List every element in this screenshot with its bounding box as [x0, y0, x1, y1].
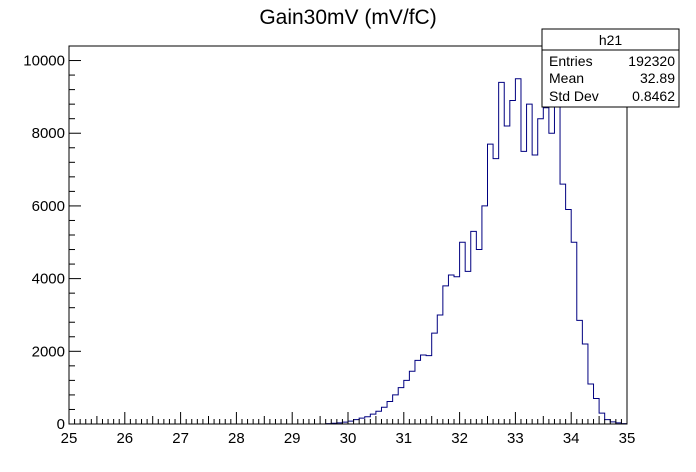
y-tick-label: 8000 [32, 125, 65, 142]
histogram-bin [594, 399, 600, 424]
histogram-bin [549, 133, 555, 424]
y-tick-label: 10000 [23, 53, 65, 70]
stats-stddev-value: 0.8462 [632, 88, 675, 104]
histogram-bin [448, 275, 454, 424]
histogram-bin [471, 231, 477, 424]
histogram-bin [393, 395, 399, 424]
histogram-bin [488, 144, 494, 424]
histogram-bin [543, 108, 549, 424]
x-tick-label: 30 [340, 430, 357, 447]
x-tick-label: 34 [563, 430, 580, 447]
histogram-bin [460, 242, 466, 424]
stats-mean-value: 32.89 [640, 70, 675, 86]
histogram-bin [532, 155, 538, 424]
histogram-bin [527, 104, 533, 424]
histogram-bin [415, 360, 421, 424]
histogram-bin [370, 414, 376, 424]
histogram-bin [577, 320, 583, 424]
histogram-layer [69, 78, 627, 425]
stats-mean-label: Mean [549, 70, 584, 86]
histogram-bin [476, 250, 482, 424]
histogram-bin [426, 356, 432, 424]
y-tick-label: 6000 [32, 198, 65, 215]
histogram-outline [69, 78, 627, 425]
histogram-bin [493, 159, 499, 424]
histogram-bin [437, 315, 443, 424]
x-tick-label: 29 [284, 430, 301, 447]
histogram-bin [521, 151, 527, 424]
histogram-bin [443, 286, 449, 424]
histogram-bin [510, 101, 516, 424]
histogram-bin [560, 184, 566, 424]
histogram-bin [566, 210, 572, 424]
histogram-bin [554, 82, 560, 424]
x-tick-label: 33 [507, 430, 524, 447]
x-tick-label: 25 [61, 430, 78, 447]
histogram-bin [582, 344, 588, 424]
x-tick-label: 32 [451, 430, 468, 447]
histogram-bin [504, 126, 510, 424]
histogram-bin [409, 371, 415, 424]
histogram-bin [538, 119, 544, 424]
histogram-bin [515, 79, 521, 424]
stats-stddev-label: Std Dev [549, 88, 599, 104]
histogram-bin [381, 407, 387, 424]
x-tick-label: 28 [228, 430, 245, 447]
histogram-bin [421, 355, 427, 424]
histogram-bin [359, 418, 365, 424]
histogram-bin [465, 271, 471, 424]
histogram-bin [376, 411, 382, 424]
x-tick-label: 27 [172, 430, 189, 447]
x-tick-label: 26 [116, 430, 133, 447]
x-tick-label: 31 [395, 430, 412, 447]
histogram-bin [404, 380, 410, 424]
stats-box-frame [541, 28, 680, 108]
x-tick-label: 35 [619, 430, 636, 447]
histogram-bin [605, 420, 611, 424]
histogram-bin [499, 82, 505, 424]
stats-entries-label: Entries [549, 53, 593, 69]
histogram-bin [387, 401, 393, 424]
histogram-bin [482, 206, 488, 424]
histogram-bin [599, 413, 605, 424]
histogram-bin [454, 277, 460, 424]
histogram-bin [398, 388, 404, 424]
histogram-bin [354, 420, 360, 424]
histogram-bin [432, 333, 438, 424]
histogram-bin [588, 384, 594, 424]
y-tick-label: 0 [57, 416, 65, 433]
stats-box-name: h21 [599, 32, 623, 48]
axes-layer: 25 26 27 28 29 30 31 32 33 34 35 0 2000 4000 6000 8000 1… [23, 45, 636, 447]
stats-box: h21 Entries 192320 Mean 32.89 Std Dev 0.… [541, 28, 680, 108]
histogram-bin [571, 242, 577, 424]
histogram-bin [365, 417, 371, 424]
y-tick-label: 2000 [32, 343, 65, 360]
stats-entries-value: 192320 [628, 53, 675, 69]
y-tick-label: 4000 [32, 271, 65, 288]
chart-title: Gain30mV (mV/fC) [259, 6, 436, 29]
